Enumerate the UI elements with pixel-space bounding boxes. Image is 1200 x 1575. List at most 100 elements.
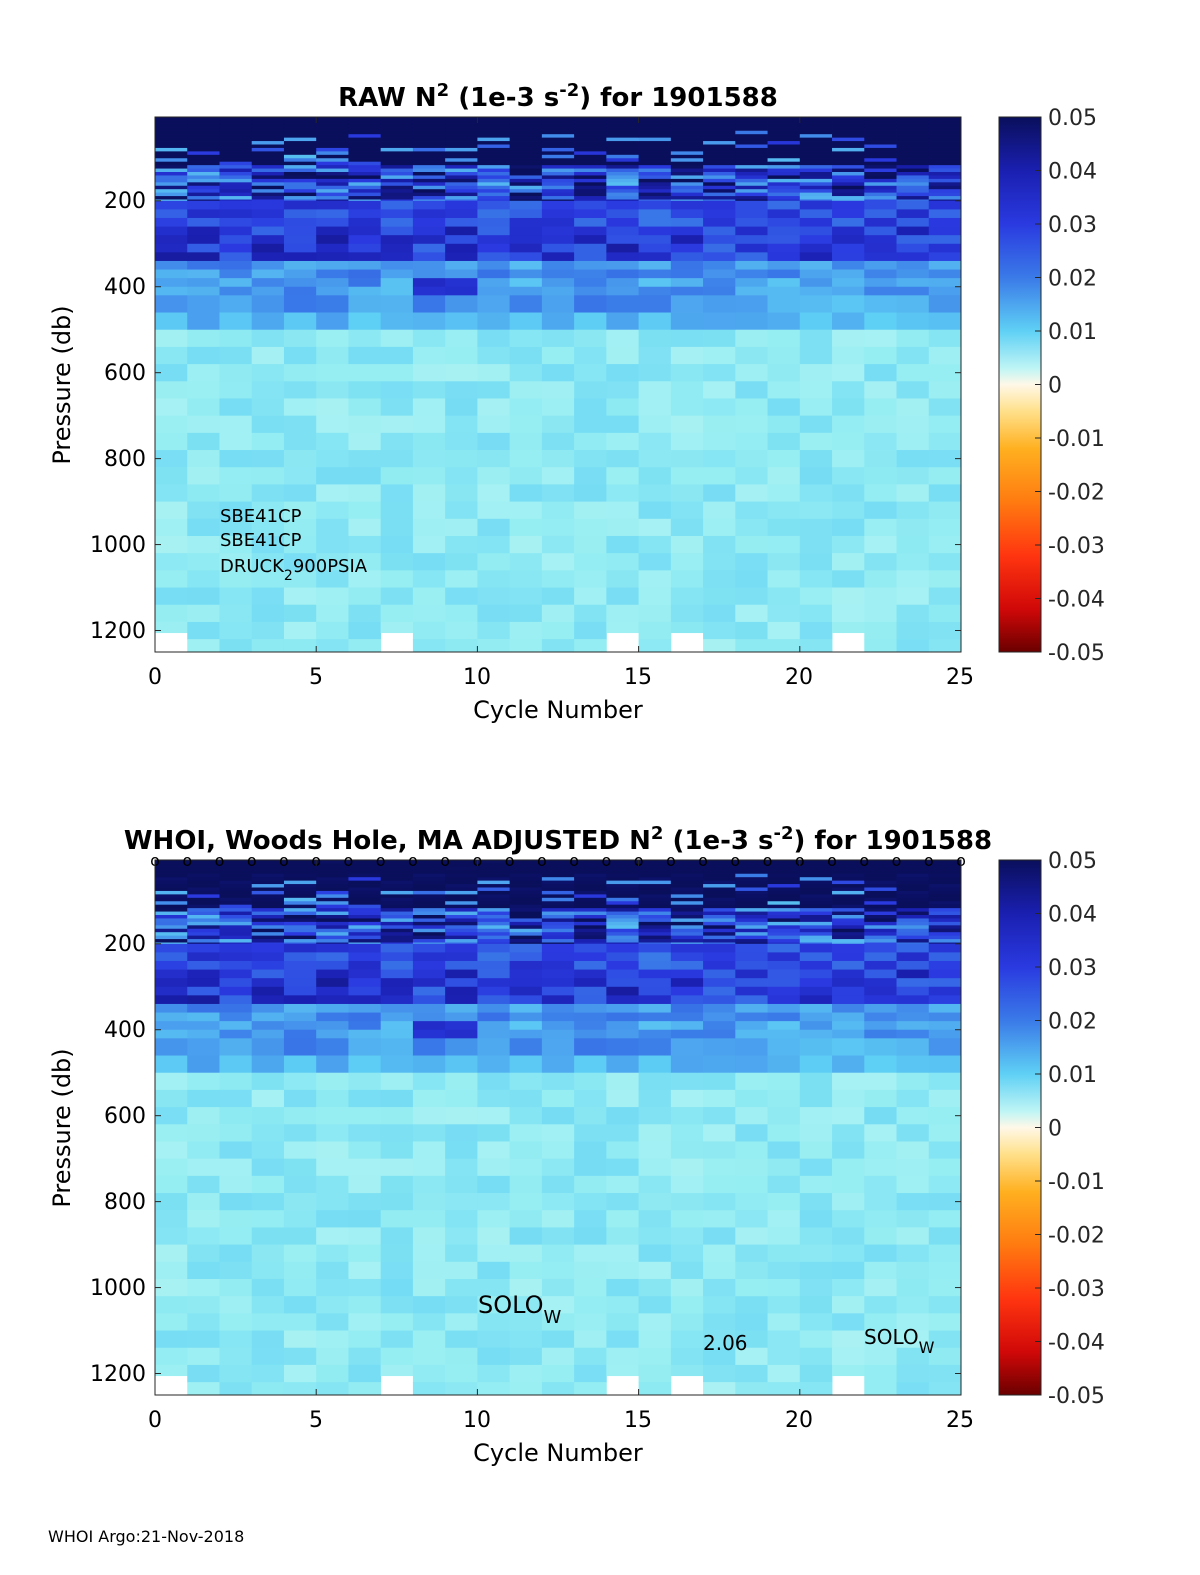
heatmap-cell	[896, 346, 930, 365]
heatmap-cell	[832, 1141, 865, 1160]
heatmap-cell	[219, 911, 253, 916]
adjusted-title-mid: (1e-3 s	[663, 826, 773, 856]
heatmap-cell	[251, 887, 285, 892]
heatmap-cell	[864, 209, 897, 219]
heatmap-cell	[799, 1029, 833, 1039]
heatmap-cell	[864, 172, 897, 176]
heatmap-cell	[445, 986, 478, 996]
heatmap-cell	[187, 130, 220, 135]
heatmap-cell	[670, 877, 704, 882]
heatmap-cell	[670, 175, 704, 180]
heatmap-cell	[896, 196, 930, 200]
heatmap-cell	[316, 130, 349, 135]
heatmap-cell	[606, 364, 639, 382]
heatmap-cell	[477, 278, 511, 288]
heatmap-cell	[380, 904, 414, 909]
heatmap-cell	[283, 286, 317, 296]
heatmap-cell	[412, 535, 446, 554]
heatmap-cell	[832, 932, 865, 937]
heatmap-cell	[896, 960, 930, 970]
heatmap-cell	[509, 986, 543, 996]
heatmap-cell	[380, 235, 414, 245]
heatmap-cell	[219, 1313, 253, 1331]
adjusted-xtick: 20	[785, 1408, 813, 1433]
heatmap-cell	[348, 535, 382, 554]
heatmap-cell	[509, 192, 543, 197]
heatmap-cell	[896, 286, 930, 296]
heatmap-cell	[219, 1029, 253, 1039]
heatmap-cell	[187, 260, 220, 270]
heatmap-cell	[928, 1244, 962, 1263]
heatmap-cell	[832, 130, 865, 135]
heatmap-cell	[832, 144, 865, 149]
heatmap-cell	[606, 1175, 639, 1194]
raw-annotation-3-main: DRUCK	[220, 556, 285, 577]
heatmap-cell	[638, 329, 672, 348]
heatmap-cell	[735, 1175, 768, 1194]
heatmap-cell	[509, 928, 543, 933]
heatmap-cell	[251, 1364, 285, 1383]
heatmap-cell	[864, 467, 897, 485]
heatmap-cell	[606, 921, 639, 926]
heatmap-cell	[864, 904, 897, 909]
heatmap-cell	[477, 450, 511, 468]
heatmap-cell	[187, 1244, 220, 1263]
heatmap-cell	[832, 1038, 865, 1056]
heatmap-cell	[767, 518, 801, 537]
heatmap-cell	[316, 518, 349, 537]
heatmap-cell	[283, 604, 317, 623]
heatmap-cell	[606, 884, 639, 888]
heatmap-cell	[574, 978, 607, 988]
heatmap-cell	[477, 295, 511, 313]
heatmap-cell	[283, 986, 317, 996]
heatmap-cell	[541, 1072, 575, 1091]
heatmap-cell	[767, 952, 801, 962]
heatmap-cell	[348, 1193, 382, 1211]
heatmap-cell	[380, 887, 414, 892]
heatmap-cell	[864, 200, 897, 210]
heatmap-cell	[864, 960, 897, 970]
heatmap-cell	[445, 884, 478, 888]
heatmap-cell	[283, 1227, 317, 1245]
heatmap-cell	[864, 1038, 897, 1056]
heatmap-cell	[541, 501, 575, 520]
heatmap-cell	[155, 165, 188, 169]
heatmap-cell	[251, 120, 285, 125]
heatmap-cell	[638, 1012, 672, 1022]
heatmap-cell	[316, 995, 349, 1005]
heatmap-cell	[477, 134, 511, 139]
heatmap-cell	[219, 952, 253, 962]
heatmap-cell	[251, 1296, 285, 1314]
heatmap-cell	[541, 1382, 575, 1396]
heatmap-cell	[864, 918, 897, 923]
heatmap-cell	[864, 1055, 897, 1074]
heatmap-cell	[187, 137, 220, 142]
heatmap-cell	[928, 866, 962, 871]
heatmap-cell	[928, 147, 962, 152]
heatmap-cell	[412, 161, 446, 166]
cycle-marker: o	[537, 851, 547, 870]
heatmap-cell	[187, 939, 220, 943]
heatmap-cell	[219, 932, 253, 937]
heatmap-cell	[670, 243, 704, 253]
heatmap-cell	[767, 942, 801, 945]
heatmap-cell	[155, 995, 188, 1005]
heatmap-cell	[251, 890, 285, 895]
heatmap-cell	[638, 178, 672, 183]
heatmap-cell	[412, 260, 446, 270]
heatmap-cell	[155, 863, 188, 868]
heatmap-cell	[606, 200, 639, 210]
heatmap-cell	[316, 877, 349, 882]
heatmap-cell	[380, 1021, 414, 1031]
heatmap-cell	[735, 295, 768, 313]
heatmap-cell	[412, 130, 446, 135]
heatmap-cell	[574, 587, 607, 606]
heatmap-cell	[928, 621, 962, 640]
heatmap-cell	[735, 1141, 768, 1160]
heatmap-cell	[219, 172, 253, 176]
heatmap-cell	[638, 243, 672, 253]
heatmap-cell	[574, 329, 607, 348]
heatmap-cell	[509, 908, 543, 912]
heatmap-cell	[283, 1261, 317, 1280]
heatmap-cell	[251, 329, 285, 348]
